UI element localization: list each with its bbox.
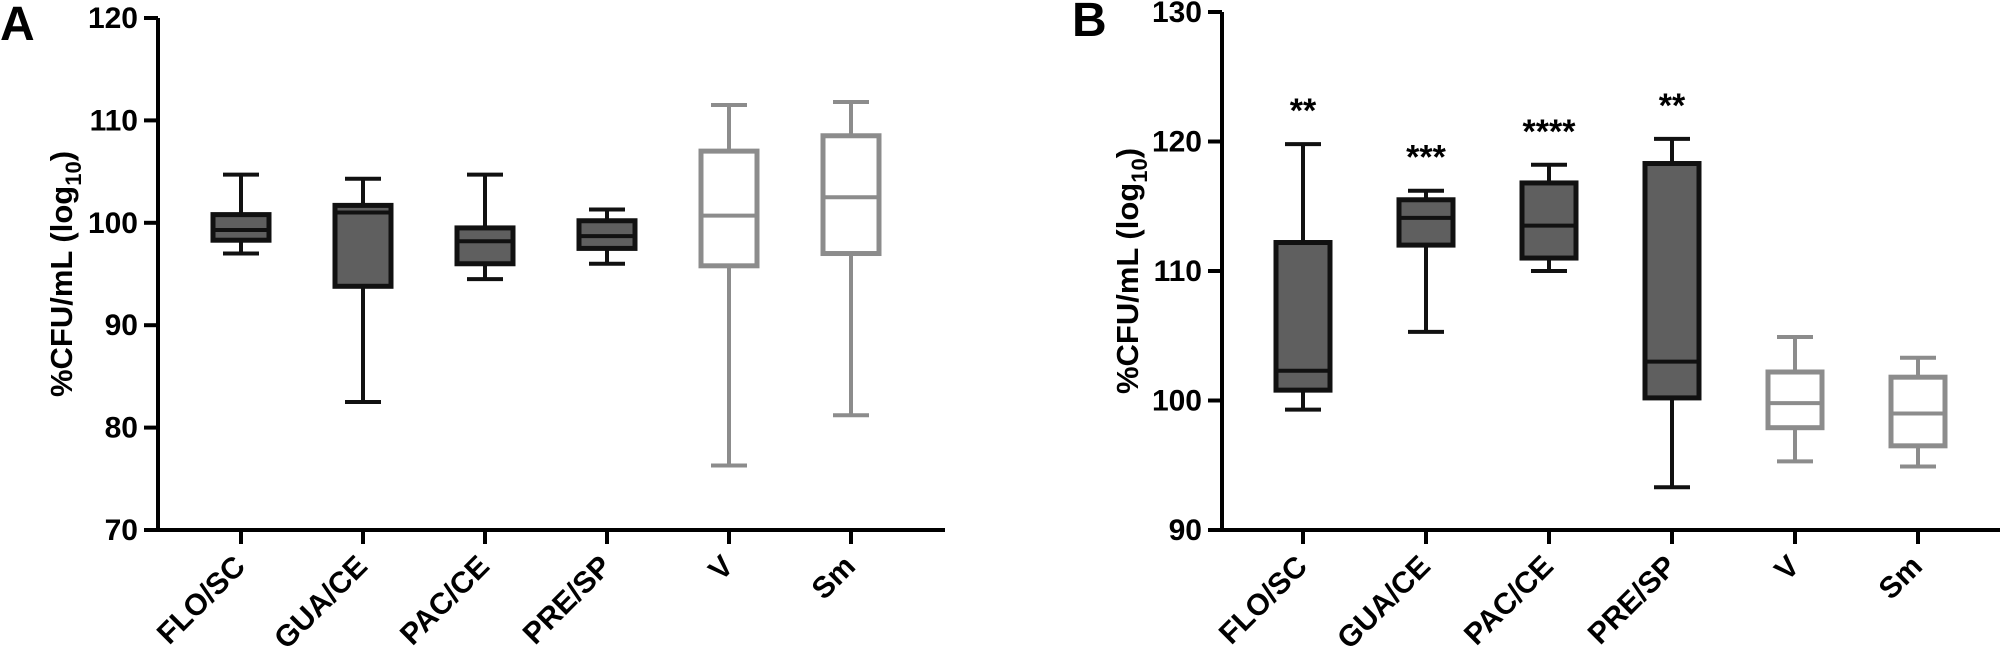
- panel-b-y-axis-title-close: ): [1110, 148, 1145, 158]
- panel-a-y-tick-label: 70: [105, 514, 138, 547]
- panel-b-box-flo-sc: ** FLO/SC: [1213, 92, 1333, 646]
- panel-b-y-axis-title-main: %CFU/mL (log: [1110, 183, 1145, 394]
- iqr-box: [1642, 161, 1702, 401]
- panel-a-box-pre-sp: PRE/SP: [517, 207, 638, 646]
- panel-a-y-axis-title-close: ): [44, 151, 79, 161]
- panel-a-y-tick-label: 80: [105, 412, 138, 445]
- significance-label: ****: [1523, 113, 1577, 151]
- iqr-box: [332, 202, 394, 289]
- panel-b-y-axis-title: %CFU/mL (log10): [1110, 148, 1152, 394]
- significance-label: **: [1659, 87, 1686, 125]
- panel-b-box-v: V: [1765, 335, 1825, 587]
- panel-a-y-axis-title-sub: 10: [61, 161, 86, 185]
- panel-a-y-tick-label: 120: [88, 2, 138, 35]
- panel-a-box-gua-ce: GUA/CE: [268, 176, 394, 646]
- panel-a-box-flo-sc: FLO/SC: [151, 172, 272, 646]
- panel-a-y-tick-label: 110: [90, 104, 138, 137]
- panel-b-label: B: [1072, 0, 1107, 47]
- iqr-box: [820, 133, 882, 257]
- panel-b-box-pac-ce: **** PAC/CE: [1458, 113, 1579, 646]
- panel-b-category-label: V: [1768, 550, 1805, 587]
- panel-a-y-tick-label: 90: [105, 309, 138, 342]
- iqr-box: [1396, 197, 1456, 248]
- panel-a-y-axis-title: %CFU/mL (log10): [44, 151, 86, 397]
- significance-label: ***: [1406, 139, 1446, 177]
- iqr-box: [454, 225, 516, 267]
- panel-b-y-tick-label: 130: [1152, 0, 1202, 29]
- panel-a-category-label: PRE/SP: [517, 550, 618, 646]
- iqr-box: [1765, 369, 1825, 431]
- panel-a-y-axis-title-main: %CFU/mL (log: [44, 186, 79, 397]
- panel-a-category-label: Sm: [806, 550, 862, 606]
- panel-b-box-sm: Sm: [1873, 355, 1948, 606]
- panel-b-category-label: PRE/SP: [1582, 550, 1683, 646]
- panel-a-label: A: [0, 0, 35, 51]
- panel-a-category-label: FLO/SC: [151, 550, 252, 646]
- iqr-box: [1519, 180, 1579, 261]
- panel-a-category-label: V: [702, 550, 739, 587]
- panel-b-category-label: PAC/CE: [1458, 550, 1560, 646]
- panel-b-y-tick-label: 120: [1152, 126, 1202, 159]
- iqr-box: [698, 148, 760, 269]
- iqr-box: [1273, 240, 1333, 393]
- panel-a-category-label: GUA/CE: [268, 550, 374, 646]
- panel-b-box-pre-sp: ** PRE/SP: [1582, 87, 1702, 646]
- panel-a-category-label: PAC/CE: [394, 550, 496, 646]
- significance-label: **: [1290, 92, 1317, 130]
- panel-b-category-label: GUA/CE: [1331, 550, 1437, 646]
- panel-b-y-tick-label: 100: [1152, 385, 1202, 418]
- panel-b-y-axis-title-sub: 10: [1127, 158, 1152, 182]
- panel-a-chart: A 70 80 90 100 110 120 %CFU/mL (log10) FLO/SC GUA…: [0, 0, 945, 646]
- panel-b-category-label: FLO/SC: [1213, 550, 1314, 646]
- panel-a-box-pac-ce: PAC/CE: [394, 172, 516, 646]
- panel-a-y-tick-label: 100: [88, 207, 138, 240]
- panel-b-box-gua-ce: *** GUA/CE: [1331, 139, 1456, 646]
- panel-b-y-tick-label: 90: [1169, 514, 1202, 547]
- panel-b-category-label: Sm: [1873, 550, 1929, 606]
- panel-a-box-v: V: [698, 103, 760, 587]
- panel-b-y-tick-label: 110: [1154, 255, 1202, 288]
- iqr-box: [210, 212, 272, 243]
